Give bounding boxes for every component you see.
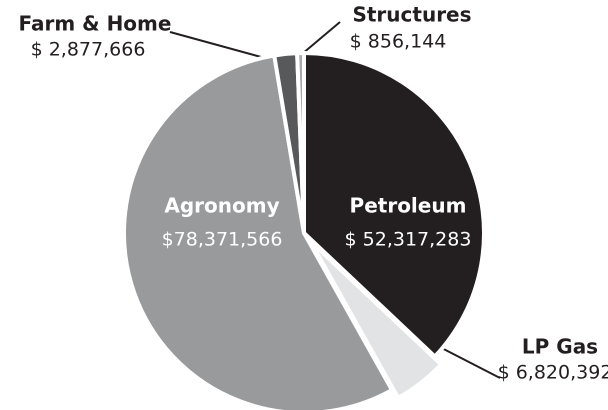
slice-value-label: $ 2,877,666 [31, 39, 146, 61]
slice-value-label: $ 6,820,392 [498, 362, 608, 384]
slice-name: Agronomy [164, 194, 279, 218]
slice-value-label: $78,371,566 [162, 229, 283, 251]
slice-name: Farm & Home [19, 12, 172, 36]
pie-slice [295, 51, 306, 235]
pie-slice [302, 51, 486, 359]
slice-value-label: $ 52,317,283 [345, 229, 472, 251]
pie-slice [308, 238, 444, 400]
leader-line [301, 21, 341, 55]
leader-line [169, 31, 273, 61]
slice-value-label: $ 856,144 [350, 31, 447, 53]
pie-slice [122, 53, 395, 410]
slice-name: Structures [352, 3, 471, 27]
slice-name: Petroleum [350, 194, 467, 218]
slice-name: LP Gas [522, 335, 598, 359]
